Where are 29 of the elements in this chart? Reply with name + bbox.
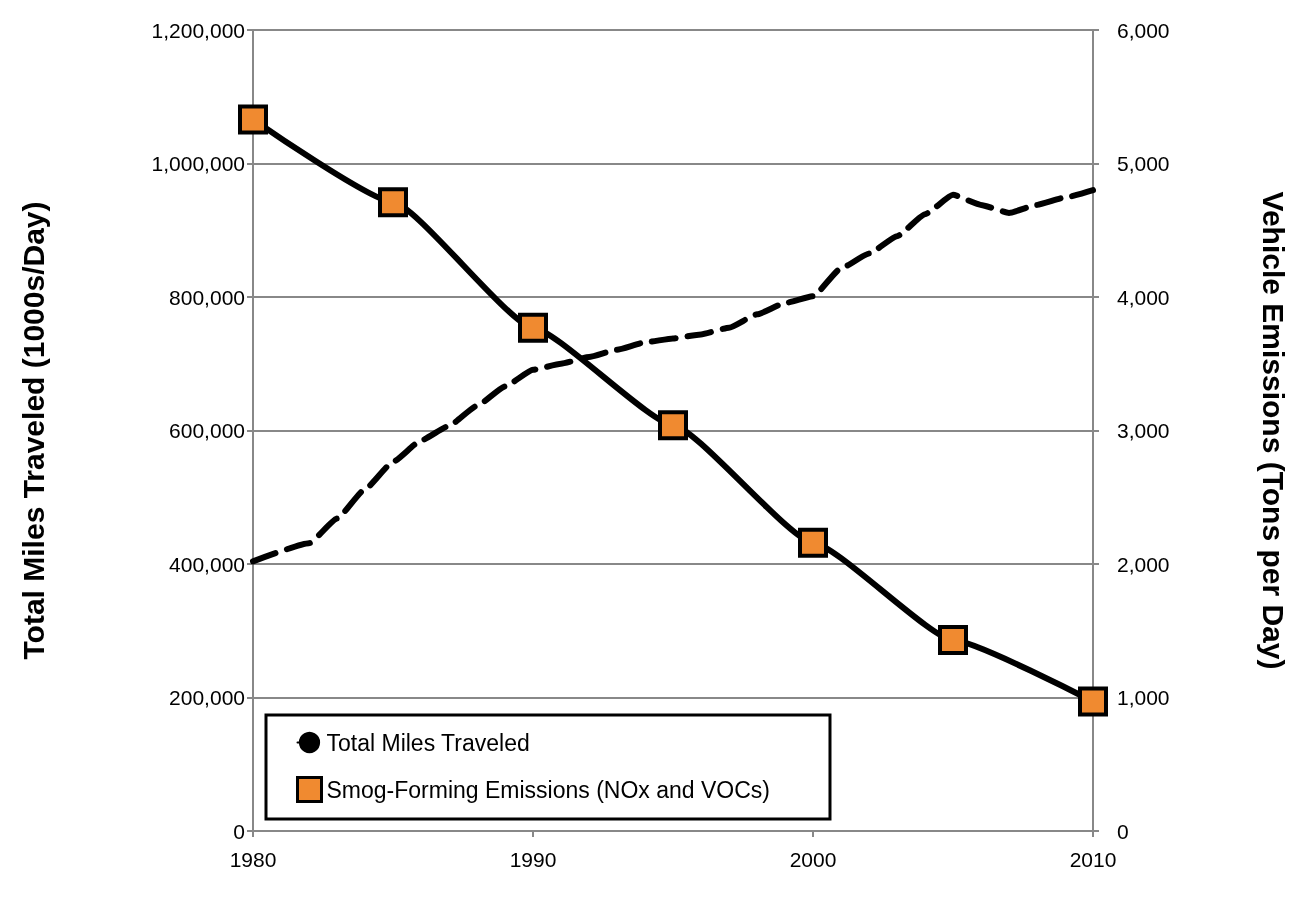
point [518,312,548,343]
point [1078,686,1108,717]
y2-tick-label: 6,000 [1117,18,1170,42]
y-tick-label: 600,000 [169,419,245,442]
y-tick-label: 400,000 [169,552,245,576]
y-tick-label: 1,000,000 [151,152,245,175]
point [798,527,828,558]
y2-tick-label: 5,000 [1117,152,1170,175]
point [658,410,688,441]
x-tick-label: 2000 [789,848,837,871]
y-tick-label: 1,200,000 [151,18,245,42]
point [938,625,968,656]
y-axis-title: Total Miles Traveled (1000s/Day) [16,201,50,660]
y2-tick-label: 1,000 [1117,686,1170,709]
y2-tick-label: 2,000 [1117,552,1170,576]
x-tick-label: 1980 [229,848,277,871]
y2-axis-title: Vehicle Emissions (Tons per Day) [1256,191,1290,670]
legend-label: Smog-Forming Emissions (NOx and VOCs) [326,776,770,803]
point [238,104,268,135]
y2-tick-label: 4,000 [1117,285,1170,309]
y-tick-label: 800,000 [169,285,245,309]
x-tick-label: 2010 [1069,848,1117,871]
y-tick-label: 200,000 [169,686,245,709]
y-tick-label: 0 [233,819,245,843]
y2-tick-label: 0 [1117,819,1129,843]
legend-label: Total Miles Traveled [326,729,530,756]
x-tick-label: 1990 [509,848,557,871]
y2-tick-label: 3,000 [1117,419,1170,442]
point [378,187,408,218]
